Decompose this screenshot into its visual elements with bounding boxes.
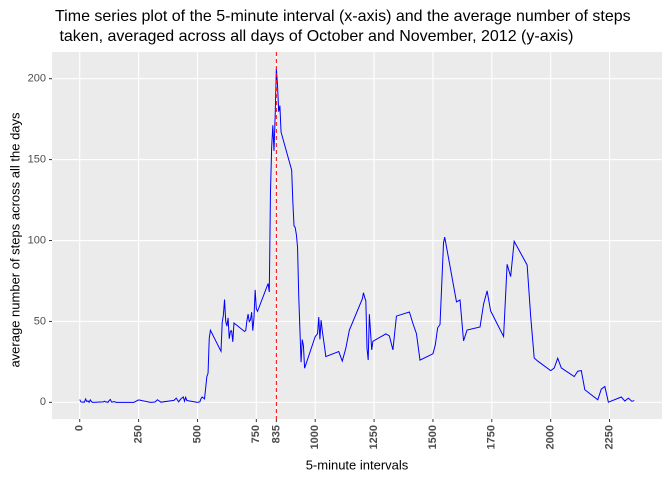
x-tick-label: 500 [191,425,203,443]
x-tick-label: 1500 [427,425,439,449]
y-tick-label: 50 [34,315,46,327]
y-axis-title: average number of steps across all the d… [7,112,22,368]
x-tick-label: 835 [270,425,282,443]
x-tick-label: 2250 [603,425,615,449]
chart-title: Time series plot of the 5-minute interva… [55,8,631,25]
x-tick-label: 1250 [368,425,380,449]
panel [52,52,662,419]
x-axis-title: 5-minute intervals [306,457,409,472]
y-tick-label: 200 [28,73,46,85]
y-tick-label: 100 [28,234,46,246]
chart-subtitle: taken, averaged across all days of Octob… [55,28,573,45]
x-tick-label: 1750 [486,425,498,449]
x-tick-label: 0 [74,425,86,431]
line-series [79,68,635,404]
x-tick-label: 750 [250,425,262,443]
y-tick-label: 150 [28,154,46,166]
y-tick-label: 0 [40,396,46,408]
x-tick-label: 1000 [309,425,321,449]
x-tick-label: 250 [133,425,145,443]
x-tick-label: 2000 [545,425,557,449]
